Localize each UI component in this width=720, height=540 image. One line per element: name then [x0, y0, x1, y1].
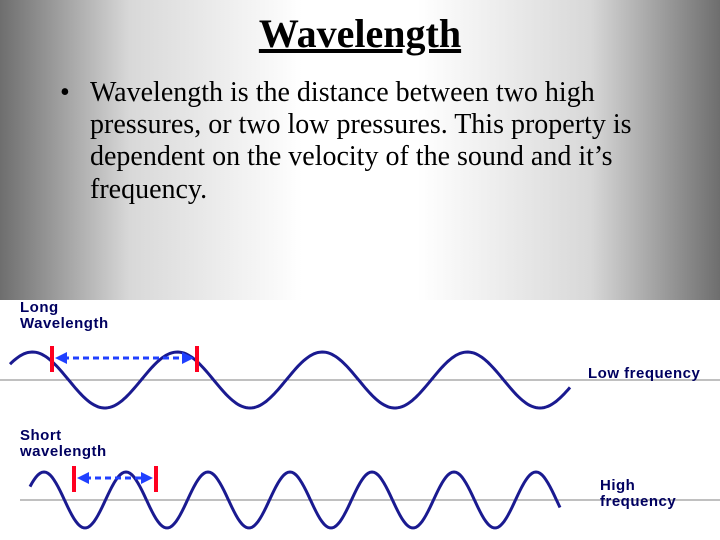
wavelength-diagram: LongWavelength Low frequency Shortwavele…	[0, 300, 720, 540]
long-wavelength-label: LongWavelength	[20, 300, 109, 332]
bullet-content: Wavelength is the distance between two h…	[90, 77, 660, 206]
bullet-marker: •	[60, 77, 90, 206]
short-wavelength-label: Shortwavelength	[20, 428, 107, 460]
page-title: Wavelength	[0, 0, 720, 57]
slide: Wavelength • Wavelength is the distance …	[0, 0, 720, 540]
bullet-item: • Wavelength is the distance between two…	[60, 77, 660, 206]
high-frequency-label: Highfrequency	[600, 478, 676, 510]
body-text: • Wavelength is the distance between two…	[0, 57, 720, 206]
low-frequency-label: Low frequency	[588, 366, 700, 382]
